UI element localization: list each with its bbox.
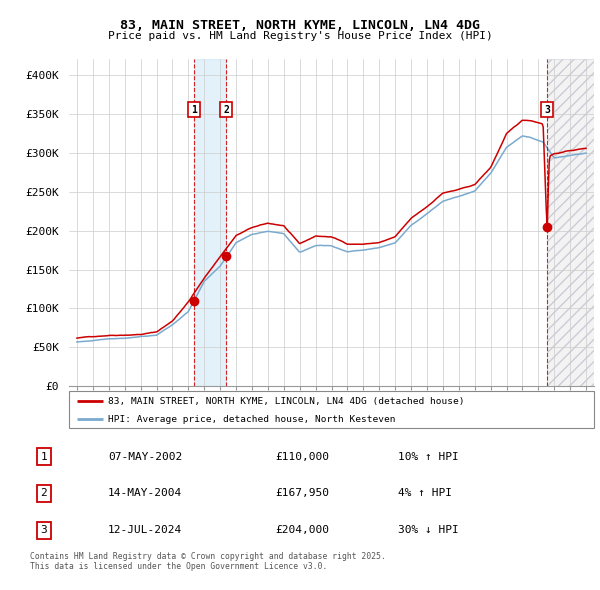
Text: 12-JUL-2024: 12-JUL-2024 (108, 525, 182, 535)
Text: 83, MAIN STREET, NORTH KYME, LINCOLN, LN4 4DG: 83, MAIN STREET, NORTH KYME, LINCOLN, LN… (120, 19, 480, 32)
Text: 3: 3 (544, 105, 550, 114)
Bar (547, 59, 594, 386)
Text: 07-MAY-2002: 07-MAY-2002 (108, 452, 182, 461)
FancyBboxPatch shape (69, 391, 594, 428)
Text: 10% ↑ HPI: 10% ↑ HPI (398, 452, 459, 461)
Text: 30% ↓ HPI: 30% ↓ HPI (398, 525, 459, 535)
Text: 3: 3 (41, 525, 47, 535)
Text: 2: 2 (41, 489, 47, 499)
Text: 83, MAIN STREET, NORTH KYME, LINCOLN, LN4 4DG (detached house): 83, MAIN STREET, NORTH KYME, LINCOLN, LN… (109, 396, 465, 405)
Text: £110,000: £110,000 (275, 452, 329, 461)
Text: £167,950: £167,950 (275, 489, 329, 499)
Text: 1: 1 (41, 452, 47, 461)
Text: HPI: Average price, detached house, North Kesteven: HPI: Average price, detached house, Nort… (109, 415, 396, 424)
Text: Contains HM Land Registry data © Crown copyright and database right 2025.
This d: Contains HM Land Registry data © Crown c… (30, 552, 386, 571)
Text: 4% ↑ HPI: 4% ↑ HPI (398, 489, 452, 499)
Text: £204,000: £204,000 (275, 525, 329, 535)
Text: 1: 1 (191, 105, 197, 114)
Text: Price paid vs. HM Land Registry's House Price Index (HPI): Price paid vs. HM Land Registry's House … (107, 31, 493, 41)
Bar (194, 59, 226, 386)
Text: 14-MAY-2004: 14-MAY-2004 (108, 489, 182, 499)
Text: 2: 2 (223, 105, 229, 114)
